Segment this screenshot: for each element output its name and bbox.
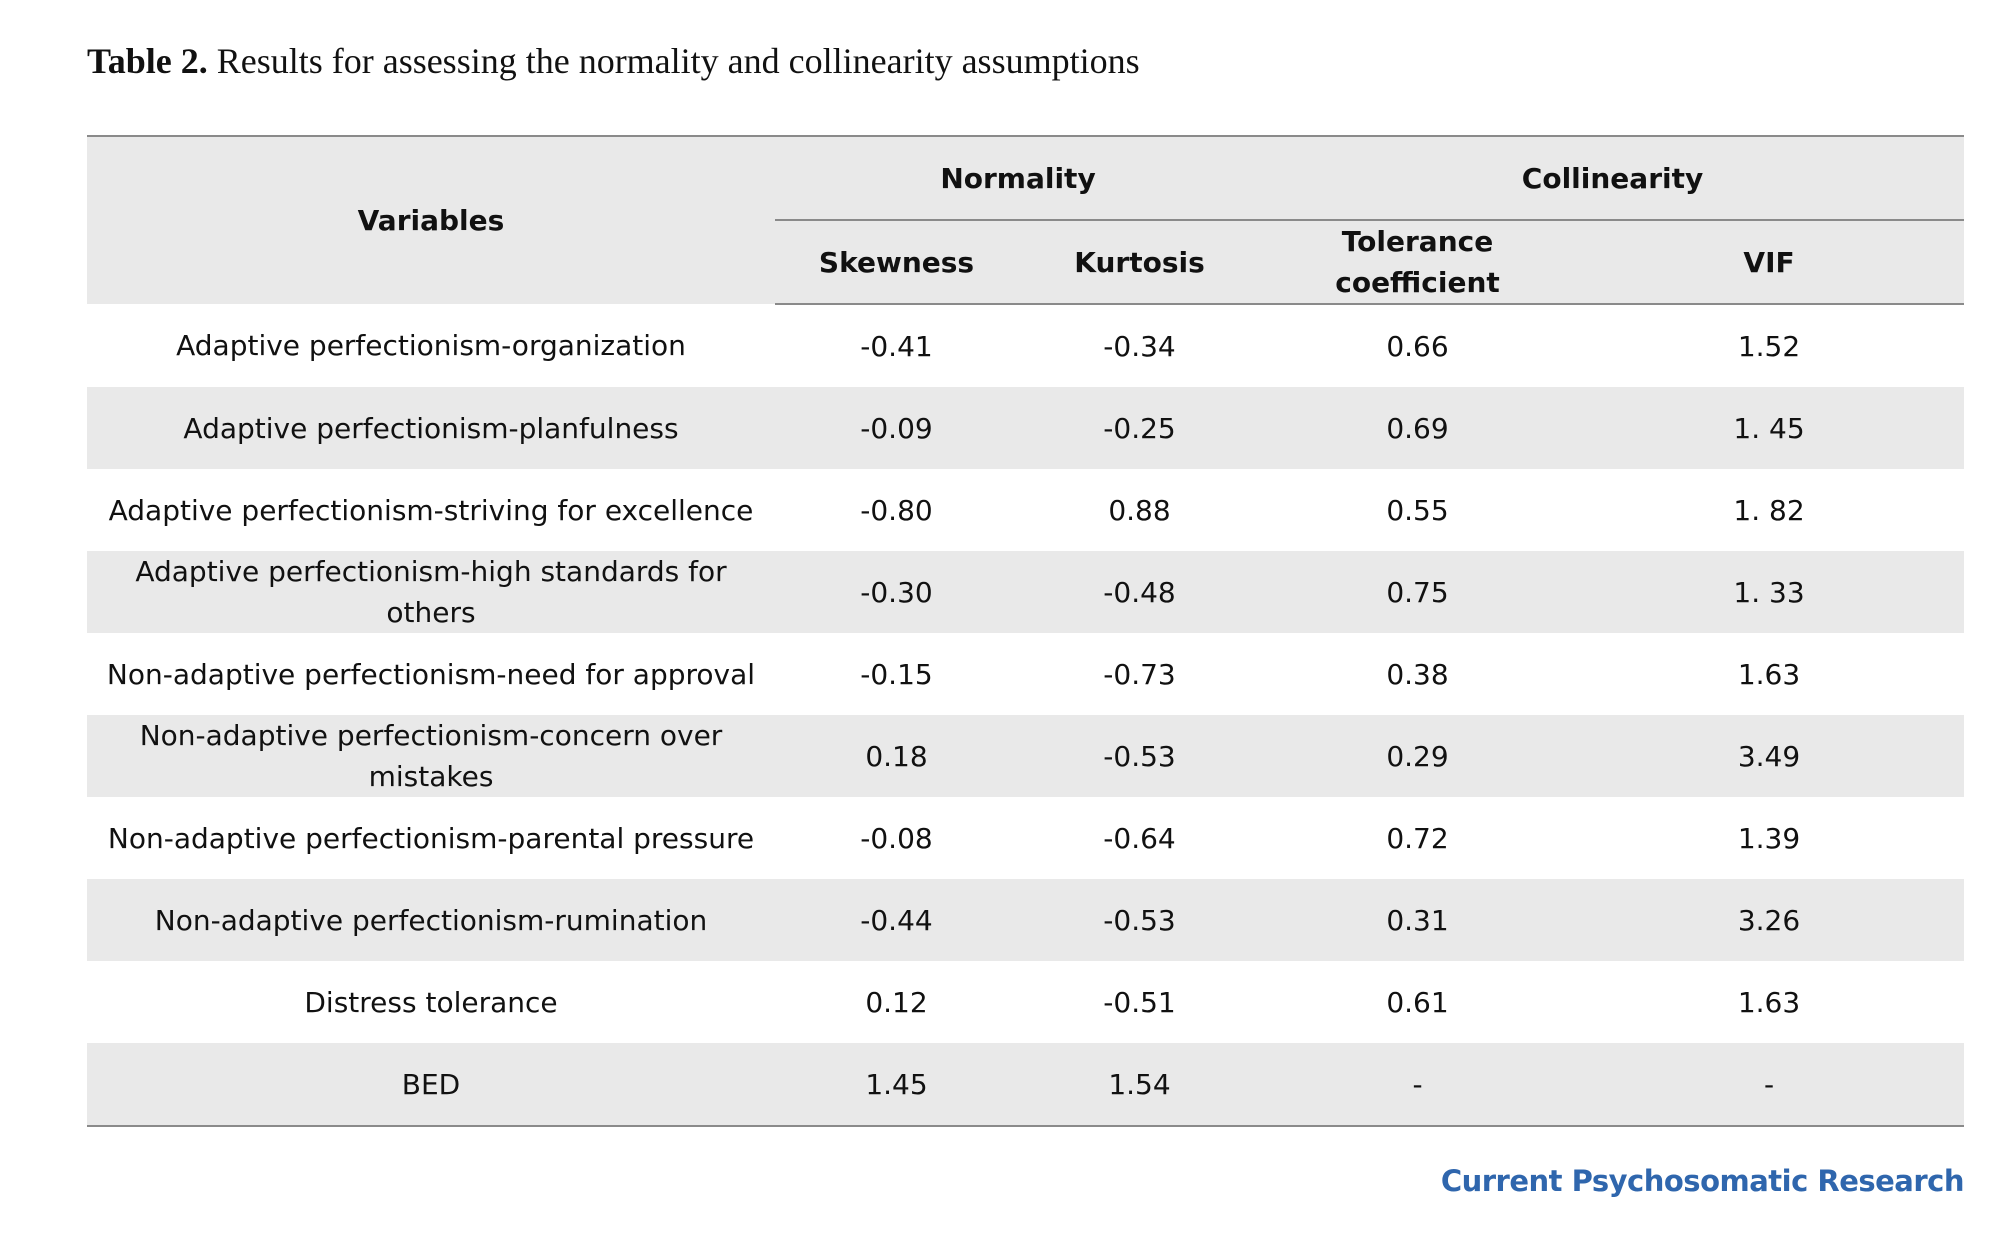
cell-tolerance: 0.61 <box>1386 985 1449 1019</box>
cell-vif: 1.39 <box>1737 821 1801 855</box>
table-row: Non-adaptive perfectionism-need for appr… <box>87 633 1964 715</box>
table-header: Variables Normality Collinearity Skewnes… <box>87 135 1965 305</box>
cell-skewness: 1.45 <box>775 1043 1018 1127</box>
cell-kurtosis: -0.73 <box>1103 657 1176 691</box>
cell-kurtosis: -0.53 <box>1018 879 1262 961</box>
cell-variable: Adaptive perfectionism-high standards fo… <box>87 551 775 633</box>
cell-vif: 1. 45 <box>1574 387 1965 469</box>
cell-tolerance: 0.72 <box>1386 821 1449 855</box>
cell-variable: Adaptive perfectionism-striving for exce… <box>108 493 754 527</box>
table-row: Adaptive perfectionism-high standards fo… <box>87 551 1965 633</box>
table-row: Distress tolerance 0.12 -0.51 0.61 1.63 <box>87 961 1964 1043</box>
cell-tolerance: 0.31 <box>1261 879 1575 961</box>
cell-vif: 3.49 <box>1574 715 1965 797</box>
cell-variable: Adaptive perfectionism-organization <box>176 329 686 362</box>
cell-variable: Non-adaptive perfectionism-parental pres… <box>107 821 755 855</box>
header-normality: Normality <box>775 135 1262 221</box>
table-row: BED 1.45 1.54 - - <box>87 1043 1965 1127</box>
cell-kurtosis: -0.25 <box>1018 387 1262 469</box>
cell-vif: 1. 82 <box>1733 493 1805 527</box>
cell-skewness: -0.44 <box>775 879 1018 961</box>
cell-variable: Distress tolerance <box>304 985 558 1019</box>
table-row: Adaptive perfectionism-striving for exce… <box>87 469 1964 551</box>
cell-vif: 1.52 <box>1737 329 1801 363</box>
cell-vif: 1. 33 <box>1574 551 1965 633</box>
header-vif: VIF <box>1574 220 1965 305</box>
table-row: Adaptive perfectionism-planfulness -0.09… <box>87 387 1965 469</box>
cell-vif: 1.63 <box>1737 657 1801 691</box>
cell-kurtosis: -0.51 <box>1103 985 1176 1019</box>
table-row: Non-adaptive perfectionism-concern over … <box>87 715 1965 797</box>
header-kurtosis: Kurtosis <box>1018 220 1262 305</box>
header-skewness: Skewness <box>775 220 1018 305</box>
cell-kurtosis: 0.88 <box>1108 493 1171 527</box>
cell-skewness: -0.30 <box>775 551 1018 633</box>
journal-brand-logo: Current Psychosomatic Research <box>1440 1164 1965 1198</box>
cell-variable: Non-adaptive perfectionism-rumination <box>87 879 775 961</box>
cell-tolerance: - <box>1261 1043 1575 1127</box>
cell-skewness: 0.12 <box>865 985 928 1019</box>
cell-variable: Non-adaptive perfectionism-need for appr… <box>106 657 756 691</box>
cell-tolerance: 0.69 <box>1261 387 1575 469</box>
cell-variable: Non-adaptive perfectionism-concern over … <box>87 715 775 797</box>
cell-skewness: -0.08 <box>860 821 933 855</box>
cell-vif: - <box>1574 1043 1965 1127</box>
table-caption-text: Results for assessing the normality and … <box>207 41 1140 81</box>
cell-skewness: -0.09 <box>775 387 1018 469</box>
cell-variable: Adaptive perfectionism-planfulness <box>87 387 775 469</box>
header-row-columns: Skewness Kurtosis Tolerance coefficient … <box>87 220 1965 305</box>
cell-kurtosis: -0.53 <box>1018 715 1262 797</box>
table-body: Adaptive perfectionism-organization -0.4… <box>87 304 1965 1127</box>
cell-tolerance: 0.55 <box>1386 493 1449 527</box>
cell-tolerance: 0.75 <box>1261 551 1575 633</box>
cell-tolerance: 0.66 <box>1386 329 1449 363</box>
cell-tolerance: 0.29 <box>1261 715 1575 797</box>
cell-variable: BED <box>87 1043 775 1127</box>
cell-vif: 1.63 <box>1737 985 1801 1019</box>
cell-kurtosis: 1.54 <box>1018 1043 1262 1127</box>
cell-skewness: -0.15 <box>860 657 933 691</box>
cell-kurtosis: -0.48 <box>1018 551 1262 633</box>
header-collinearity: Collinearity <box>1261 135 1965 221</box>
cell-vif: 3.26 <box>1574 879 1965 961</box>
cell-skewness: 0.18 <box>775 715 1018 797</box>
cell-kurtosis: -0.34 <box>1103 329 1176 363</box>
table-row: Non-adaptive perfectionism-parental pres… <box>87 797 1964 879</box>
cell-skewness: -0.80 <box>860 493 933 527</box>
cell-skewness: -0.41 <box>860 329 933 363</box>
header-variables: Variables <box>87 135 775 304</box>
cell-kurtosis: -0.64 <box>1103 821 1176 855</box>
header-tolerance: Tolerance coefficient <box>1261 220 1575 305</box>
table-caption-label: Table 2. <box>87 41 208 81</box>
results-table: Variables Normality Collinearity Skewnes… <box>87 135 1965 1127</box>
table-row: Non-adaptive perfectionism-rumination -0… <box>87 879 1965 961</box>
header-row-groups: Variables Normality Collinearity <box>87 135 1965 304</box>
cell-tolerance: 0.38 <box>1386 657 1449 691</box>
table-caption: Table 2. Results for assessing the norma… <box>87 40 1140 82</box>
table-row: Adaptive perfectionism-organization -0.4… <box>87 304 1964 387</box>
